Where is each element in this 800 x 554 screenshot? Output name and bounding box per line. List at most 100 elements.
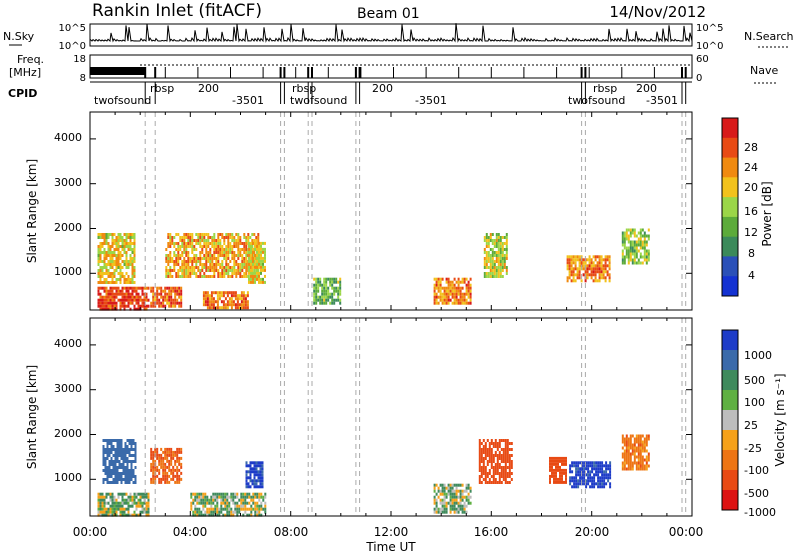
power-cells-cell xyxy=(145,286,148,290)
velocity-cells-cell xyxy=(210,507,213,511)
power-cells-cell xyxy=(602,267,605,271)
power-cells-cell xyxy=(217,254,220,257)
power-cells-cell xyxy=(451,280,454,284)
power-cells-cell xyxy=(256,253,258,257)
power-cells-cell xyxy=(623,240,626,244)
power-cells-cell xyxy=(223,269,226,272)
power-cells-cell xyxy=(441,301,444,305)
velocity-cells-cell xyxy=(605,461,608,465)
power-cells-cell xyxy=(191,245,194,248)
power-cells-cell xyxy=(125,281,128,284)
power-cells-cell xyxy=(209,269,212,272)
velocity-cells-cell xyxy=(122,463,125,466)
power-cells-cell xyxy=(97,301,100,305)
velocity-cells-cell xyxy=(178,459,181,463)
velocity-cells-cell xyxy=(162,450,165,454)
power-cells-cell xyxy=(246,300,249,304)
power-cells-cell xyxy=(260,271,262,275)
power-cells-cell xyxy=(570,261,573,265)
velocity-cells-cell xyxy=(494,472,497,475)
velocity-cells-cell xyxy=(124,442,127,445)
velocity-cells-cell xyxy=(126,460,129,463)
power-cells-cell xyxy=(127,286,130,290)
power-cells-cell xyxy=(221,245,224,248)
power-cells-cell xyxy=(117,263,120,266)
power-cells-cell xyxy=(461,280,464,284)
power-cells-cell xyxy=(219,245,222,248)
velocity-cells-cell xyxy=(639,437,642,441)
velocity-cells-cell xyxy=(593,473,596,477)
power-cells-cell xyxy=(117,254,120,257)
power-cells-cell xyxy=(195,248,198,251)
power-cells-cell xyxy=(224,291,227,295)
velocity-cells-cell xyxy=(174,468,177,472)
velocity-cells-cell xyxy=(461,495,464,499)
power-cells-cell xyxy=(493,245,496,248)
velocity-cells-cell xyxy=(114,472,117,475)
velocity-cells-cell xyxy=(455,498,458,502)
power-cells-cell xyxy=(566,276,569,280)
velocity-cells-cell xyxy=(216,492,219,496)
power-cells-cell xyxy=(97,233,100,236)
power-cells-cell xyxy=(99,233,102,236)
velocity-cells-cell xyxy=(504,469,507,472)
power-cells-cell xyxy=(467,283,470,287)
power-cells-cell xyxy=(629,240,632,244)
power-cells-cell xyxy=(131,298,134,302)
power-cells-cell xyxy=(123,251,126,254)
velocity-cells-cell xyxy=(107,510,110,514)
power-cells-cell xyxy=(629,246,632,250)
velocity-cells-cell xyxy=(484,472,487,475)
power-cells-cell xyxy=(242,297,245,301)
power-cells-cell xyxy=(503,263,506,266)
power-cells-cell xyxy=(245,236,248,239)
velocity-cells-cell xyxy=(258,504,261,508)
frequency-panel-frame xyxy=(89,54,693,79)
power-cells-cell xyxy=(487,242,490,245)
power-cells-cell xyxy=(337,295,340,299)
velocity-cells-cell xyxy=(463,501,466,505)
velocity-cells-cell xyxy=(577,467,580,471)
power-cells-cell xyxy=(491,266,494,269)
velocity-cells-cell xyxy=(645,434,648,438)
power-cells-cell xyxy=(162,298,165,302)
power-cells-cell xyxy=(647,252,650,256)
power-cells-cell xyxy=(491,242,494,245)
power-cells-cell xyxy=(181,272,184,275)
power-cells-cell xyxy=(233,257,236,260)
velocity-cells-cell xyxy=(150,480,153,484)
velocity-cells-cell xyxy=(121,501,124,505)
power-cells-cell xyxy=(264,250,266,254)
power-cells-cell xyxy=(202,303,205,307)
power-cells-cell xyxy=(187,242,190,245)
velocity-cells-cell xyxy=(449,495,452,499)
power-cells-cell xyxy=(99,248,102,251)
velocity-cells-cell xyxy=(498,445,501,448)
xtick-0800: 08:00 xyxy=(274,525,309,539)
power-cells-cell xyxy=(101,269,104,272)
cpid-name-twofsound-2: twofsound xyxy=(290,94,347,107)
velocity-cells-cell xyxy=(249,461,252,465)
power-cells-cell xyxy=(103,307,106,311)
velocity-cells-cell xyxy=(130,439,133,442)
power-cells-cell xyxy=(139,295,142,299)
power-cells-cell xyxy=(97,248,100,251)
velocity-cells-cell xyxy=(226,507,229,511)
power-cells-cell xyxy=(173,266,176,269)
power-cells-cell xyxy=(501,275,504,278)
velocity-cells-cell xyxy=(633,458,636,462)
velocity-cells-cell xyxy=(251,467,254,471)
power-cells-cell xyxy=(187,272,190,275)
power-cells-cell xyxy=(588,255,591,259)
power-cells-cell xyxy=(210,297,213,301)
power-cells-cell xyxy=(313,286,316,290)
power-cells-cell xyxy=(641,261,644,265)
power-cells-cell xyxy=(643,255,646,259)
velocity-cells-cell xyxy=(447,489,450,493)
velocity-cells-cell xyxy=(212,501,215,505)
velocity-cells-cell xyxy=(549,459,551,463)
power-cells-cell xyxy=(160,295,163,299)
velocity-cells-cell xyxy=(103,498,106,502)
power-cells-cell xyxy=(185,275,188,278)
velocity-cells-cell xyxy=(116,460,119,463)
